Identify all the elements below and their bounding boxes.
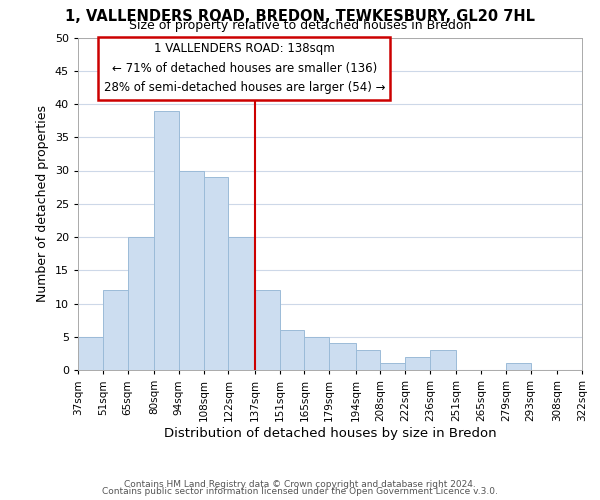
Bar [78, 337, 103, 370]
Text: Size of property relative to detached houses in Bredon: Size of property relative to detached ho… [129, 19, 471, 32]
X-axis label: Distribution of detached houses by size in Bredon: Distribution of detached houses by size … [164, 426, 496, 440]
Bar [329, 344, 356, 370]
Bar [103, 290, 128, 370]
Bar [229, 237, 255, 370]
Y-axis label: Number of detached properties: Number of detached properties [36, 106, 49, 302]
Bar [255, 290, 280, 370]
Bar [506, 364, 531, 370]
Bar [304, 337, 329, 370]
Bar [405, 356, 430, 370]
Text: Contains HM Land Registry data © Crown copyright and database right 2024.: Contains HM Land Registry data © Crown c… [124, 480, 476, 489]
Bar [380, 364, 405, 370]
Bar [430, 350, 457, 370]
Bar [356, 350, 380, 370]
Text: Contains public sector information licensed under the Open Government Licence v.: Contains public sector information licen… [102, 487, 498, 496]
Bar [154, 110, 179, 370]
Text: 1, VALLENDERS ROAD, BREDON, TEWKESBURY, GL20 7HL: 1, VALLENDERS ROAD, BREDON, TEWKESBURY, … [65, 9, 535, 24]
Bar [280, 330, 304, 370]
Bar [203, 177, 229, 370]
Bar [128, 237, 154, 370]
Bar [179, 170, 203, 370]
Text: 1 VALLENDERS ROAD: 138sqm
← 71% of detached houses are smaller (136)
28% of semi: 1 VALLENDERS ROAD: 138sqm ← 71% of detac… [104, 42, 385, 94]
